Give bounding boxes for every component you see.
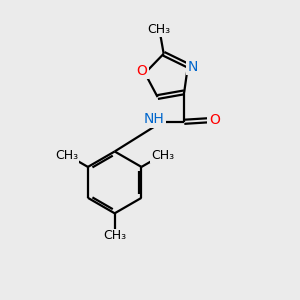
- Text: CH₃: CH₃: [148, 23, 171, 36]
- Text: NH: NH: [143, 112, 164, 126]
- Text: N: N: [187, 60, 197, 74]
- Text: CH₃: CH₃: [103, 230, 126, 242]
- Text: O: O: [209, 113, 220, 127]
- Text: CH₃: CH₃: [55, 149, 78, 162]
- Text: O: O: [136, 64, 147, 78]
- Text: CH₃: CH₃: [151, 149, 174, 162]
